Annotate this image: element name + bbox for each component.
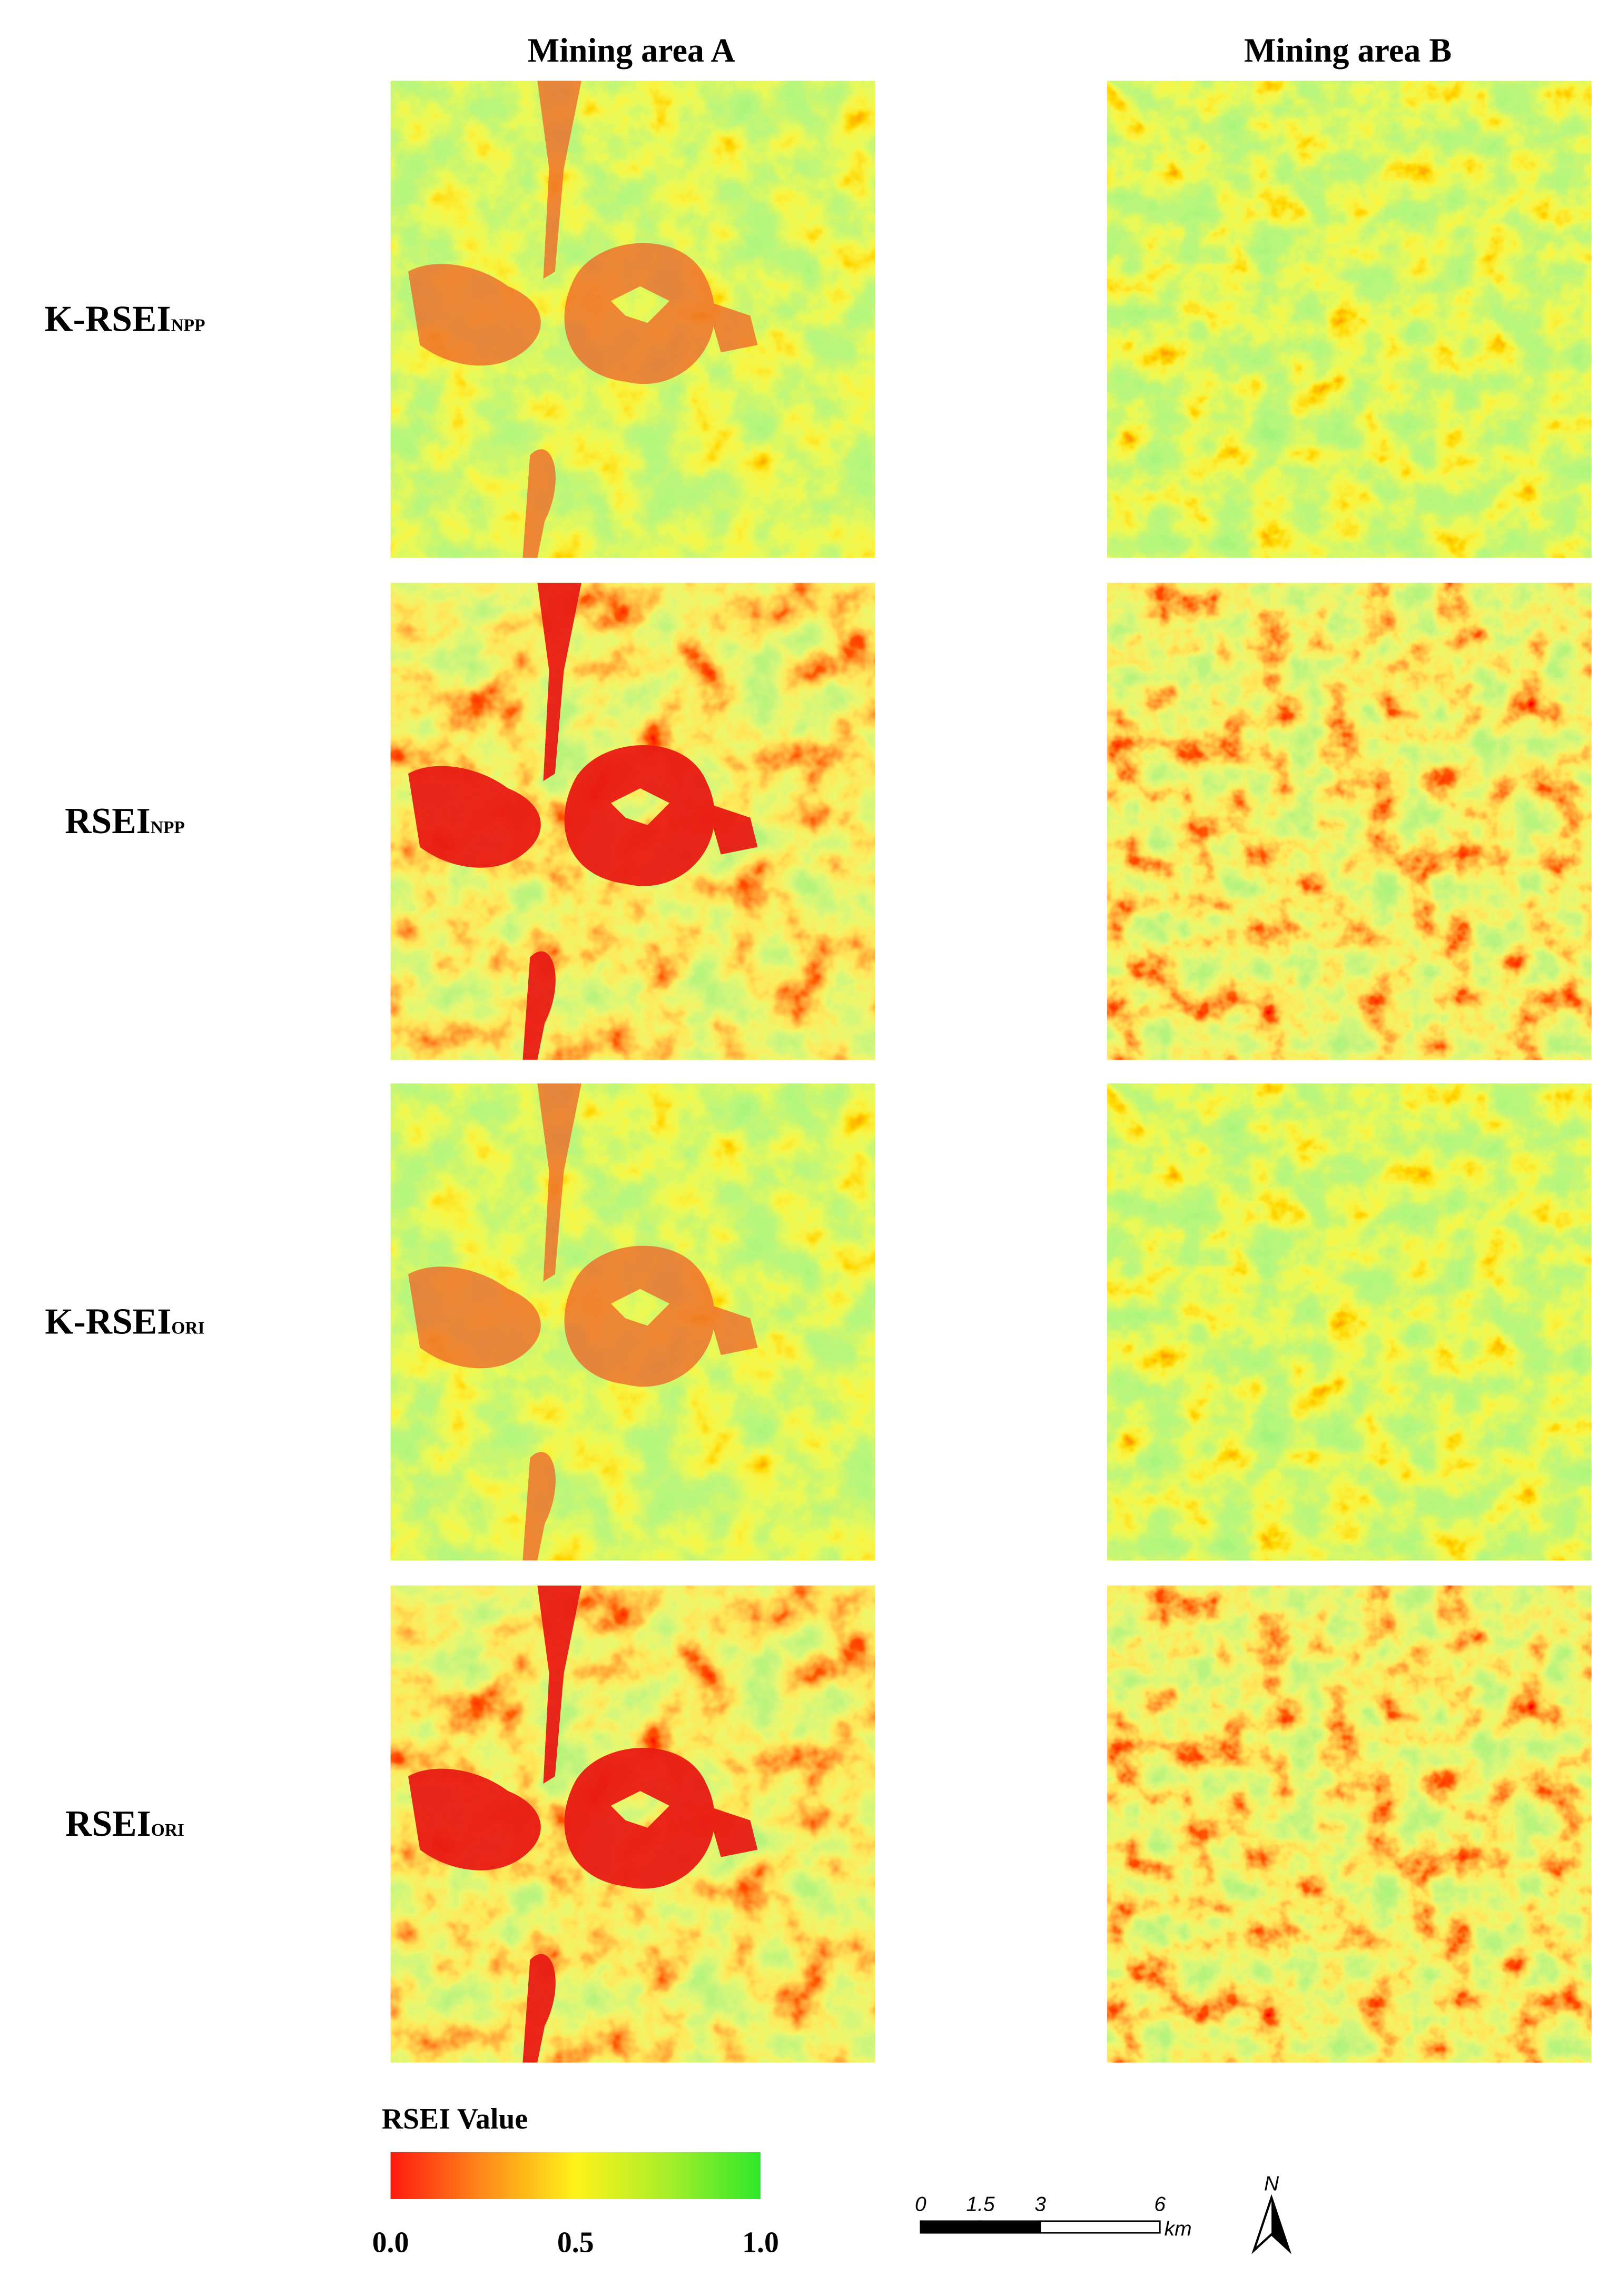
legend-tick-label: 0.5 [557, 2226, 594, 2259]
row-label: RSEINPP [65, 801, 185, 842]
row-label: K-RSEIORI [45, 1302, 204, 1342]
map-panel [390, 81, 875, 558]
scale-bar-segment [980, 2220, 1041, 2234]
scale-bar-label: 6 [1154, 2193, 1166, 2215]
column-title: Mining area A [528, 32, 735, 69]
map-panel [1107, 582, 1592, 1060]
row-label-subscript: NPP [151, 818, 185, 837]
row-label-main: RSEI [65, 801, 151, 842]
map-panel [390, 1585, 875, 2063]
north-arrow [1251, 2194, 1292, 2254]
map-panel [390, 582, 875, 1060]
row-label-subscript: ORI [151, 1820, 184, 1840]
row-label: K-RSEINPP [44, 299, 205, 340]
map-panel [1107, 1083, 1592, 1561]
scale-bar-label: 3 [1034, 2193, 1046, 2215]
row-label-subscript: NPP [171, 316, 205, 335]
row-label-main: RSEI [65, 1804, 151, 1844]
legend-tick-label: 0.0 [372, 2226, 409, 2259]
scale-bar-label: 0 [915, 2193, 926, 2215]
legend-colorbar [390, 2152, 761, 2200]
column-title: Mining area B [1244, 32, 1452, 69]
map-panel [1107, 81, 1592, 558]
legend-tick-label: 1.0 [742, 2226, 779, 2259]
scale-bar-label: 1.5 [966, 2193, 995, 2215]
map-panel [1107, 1585, 1592, 2063]
north-label: N [1264, 2172, 1279, 2195]
row-label: RSEIORI [65, 1804, 184, 1844]
scale-bar-segment [920, 2220, 981, 2234]
legend-title: RSEI Value [382, 2103, 528, 2135]
row-label-main: K-RSEI [45, 1302, 171, 1342]
map-panel [390, 1083, 875, 1561]
row-label-subscript: ORI [171, 1319, 204, 1338]
scale-bar-segment [1039, 2220, 1161, 2234]
row-label-main: K-RSEI [44, 299, 171, 340]
scale-bar-unit: km [1165, 2218, 1192, 2241]
